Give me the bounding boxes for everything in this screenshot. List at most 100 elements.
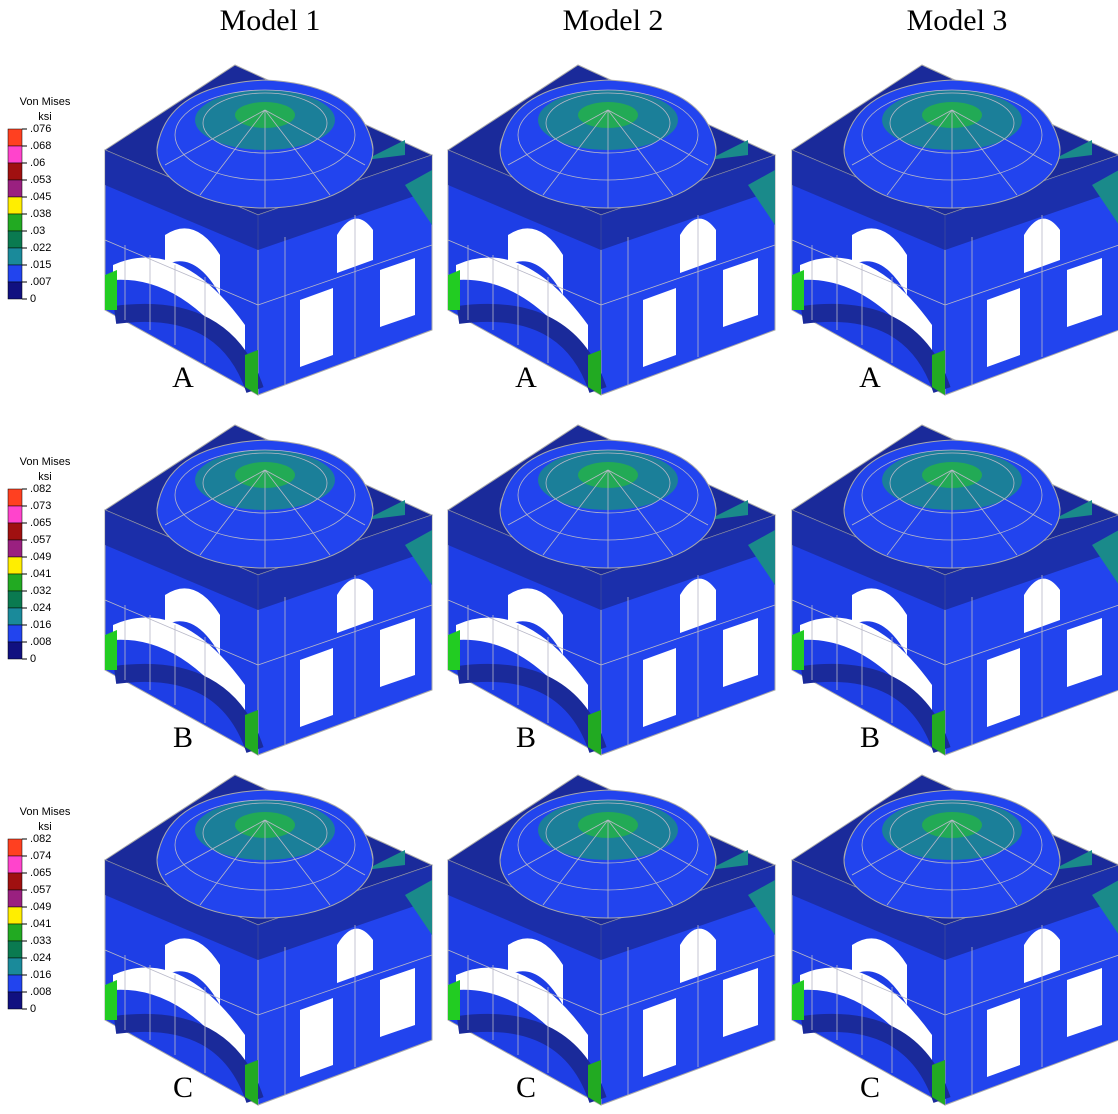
model-panel: B: [105, 425, 432, 755]
legend-level: .082: [30, 483, 51, 495]
model-render: [105, 775, 432, 1105]
model-panel: C: [792, 775, 1118, 1105]
panel-label: A: [859, 361, 881, 394]
legend-level: .038: [30, 208, 51, 220]
legend-swatch: [8, 890, 22, 907]
legend-swatch: [8, 540, 22, 557]
legend-level: 0: [30, 653, 36, 665]
legend-level: .008: [30, 986, 51, 998]
legend-swatch: [8, 924, 22, 941]
legend-level: .041: [30, 568, 51, 580]
legend-swatch: [8, 574, 22, 591]
legend-level: .074: [30, 850, 51, 862]
legend-swatch: [8, 197, 22, 214]
model-render: [105, 425, 432, 755]
legend-swatch: [8, 214, 22, 231]
legend-level: .057: [30, 534, 51, 546]
legend-swatch: [8, 941, 22, 958]
legend-swatch: [8, 625, 22, 642]
legend-unit: ksi: [38, 111, 51, 123]
legend-level: .045: [30, 191, 51, 203]
legend-level: .032: [30, 585, 51, 597]
model-render: [105, 65, 432, 395]
legend-level: .016: [30, 619, 51, 631]
panel-label: B: [516, 721, 536, 754]
model-panel: B: [448, 425, 775, 755]
column-header: Model 3: [907, 4, 1008, 37]
model-panel: A: [448, 65, 775, 395]
panel-label: A: [515, 361, 537, 394]
legend-level: .041: [30, 918, 51, 930]
model-panel: B: [792, 425, 1118, 755]
legend-level: 0: [30, 1003, 36, 1015]
legend-level: .06: [30, 157, 45, 169]
legend-swatch: [8, 642, 22, 659]
legend-level: .076: [30, 123, 51, 135]
legend-level: 0: [30, 293, 36, 305]
legend-swatch: [8, 129, 22, 146]
legend-unit: ksi: [38, 821, 51, 833]
legend-swatch: [8, 958, 22, 975]
legend-swatch: [8, 506, 22, 523]
legend-level: .057: [30, 884, 51, 896]
legend-level: .015: [30, 259, 51, 271]
panel-label: C: [516, 1071, 536, 1104]
legend-level: .024: [30, 952, 51, 964]
legend-swatch: [8, 231, 22, 248]
legend-level: .068: [30, 140, 51, 152]
model-render: [448, 425, 775, 755]
legend-swatch: [8, 608, 22, 625]
model-panel: A: [105, 65, 432, 395]
legend-level: .016: [30, 969, 51, 981]
legend-swatch: [8, 856, 22, 873]
legend-swatch: [8, 265, 22, 282]
legend-level: .065: [30, 517, 51, 529]
legend-swatch: [8, 180, 22, 197]
legend-unit: ksi: [38, 471, 51, 483]
legend-swatch: [8, 489, 22, 506]
legend-swatch: [8, 992, 22, 1009]
legend-swatch: [8, 282, 22, 299]
model-render: [448, 65, 775, 395]
legend-level: .008: [30, 636, 51, 648]
legend-swatch: [8, 873, 22, 890]
legend-level: .007: [30, 276, 51, 288]
legend-title: Von Mises: [20, 806, 71, 818]
legend-level: .049: [30, 901, 51, 913]
legend-level: .073: [30, 500, 51, 512]
panel-label: B: [173, 721, 193, 754]
figure: Model 1Model 2Model 3AAAVon Misesksi.076…: [0, 0, 1118, 1114]
legend-swatch: [8, 523, 22, 540]
legend-level: .082: [30, 833, 51, 845]
panel-label: C: [860, 1071, 880, 1104]
legend-level: .053: [30, 174, 51, 186]
model-panel: C: [105, 775, 432, 1105]
legend-level: .022: [30, 242, 51, 254]
legend-swatch: [8, 248, 22, 265]
legend-swatch: [8, 146, 22, 163]
model-render: [792, 425, 1118, 755]
legend-level: .049: [30, 551, 51, 563]
legend-level: .033: [30, 935, 51, 947]
model-render: [448, 775, 775, 1105]
legend-level: .065: [30, 867, 51, 879]
legend-swatch: [8, 591, 22, 608]
model-panel: C: [448, 775, 775, 1105]
column-header: Model 1: [220, 4, 321, 37]
legend-swatch: [8, 557, 22, 574]
legend-swatch: [8, 839, 22, 856]
model-render: [792, 775, 1118, 1105]
legend-swatch: [8, 163, 22, 180]
panel-label: A: [172, 361, 194, 394]
legend-title: Von Mises: [20, 456, 71, 468]
legend-level: .03: [30, 225, 45, 237]
panel-label: C: [173, 1071, 193, 1104]
panel-label: B: [860, 721, 880, 754]
model-render: [792, 65, 1118, 395]
legend-title: Von Mises: [20, 96, 71, 108]
model-panel: A: [792, 65, 1118, 395]
legend-swatch: [8, 975, 22, 992]
column-header: Model 2: [563, 4, 664, 37]
legend-level: .024: [30, 602, 51, 614]
legend-swatch: [8, 907, 22, 924]
